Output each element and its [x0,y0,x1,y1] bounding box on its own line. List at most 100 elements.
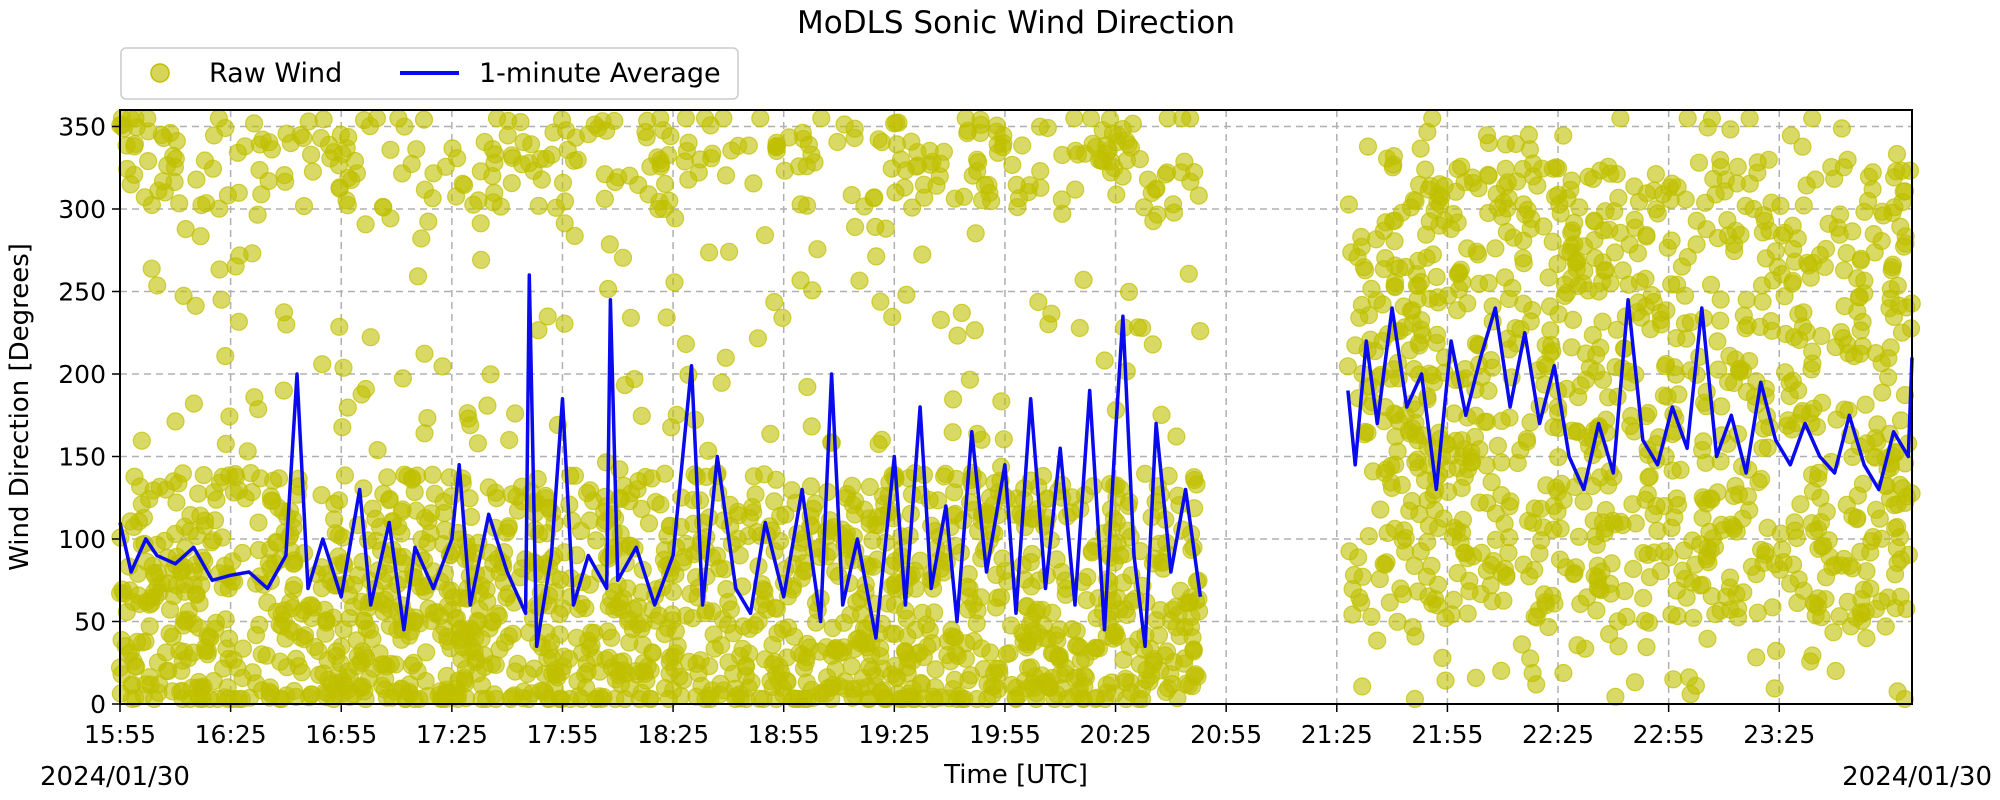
raw-wind-point [654,121,673,140]
raw-wind-point [711,674,730,693]
raw-wind-point [1343,579,1362,599]
raw-wind-point [1119,135,1138,154]
raw-wind-point [1074,270,1093,289]
raw-wind-point [1772,540,1792,559]
raw-wind-point [1017,597,1036,617]
raw-wind-point [615,376,635,395]
raw-wind-point [1427,333,1446,352]
raw-wind-point [243,244,262,263]
raw-wind-point [1100,109,1120,129]
raw-wind-point [373,676,392,695]
raw-wind-point [1789,305,1808,324]
raw-wind-point [142,259,161,278]
raw-wind-point [679,133,698,152]
raw-wind-point [967,614,986,633]
raw-wind-point [338,398,357,417]
raw-wind-point [1151,485,1170,504]
raw-wind-point [1619,275,1638,294]
raw-wind-point [1638,484,1657,504]
raw-wind-point [1157,163,1177,182]
raw-wind-point [1428,575,1448,594]
raw-wind-point [1458,239,1477,258]
raw-wind-point [748,329,768,348]
raw-wind-point [1609,188,1628,207]
raw-wind-point [558,140,577,159]
raw-wind-point [657,308,676,327]
raw-wind-point [1446,182,1466,201]
raw-wind-point [672,488,691,507]
raw-wind-point [1585,248,1605,267]
raw-wind-point [238,442,257,461]
raw-wind-point [1388,612,1407,631]
raw-wind-point [931,310,951,329]
raw-wind-point [1527,675,1546,694]
raw-wind-point [314,110,333,129]
raw-wind-point [1593,312,1612,331]
raw-wind-point [302,145,321,164]
raw-wind-point [250,615,269,634]
raw-wind-point [1554,663,1573,683]
raw-wind-point [1662,605,1681,624]
raw-wind-point [925,603,944,622]
raw-wind-point [665,273,684,292]
raw-wind-point [943,423,962,442]
raw-wind-point [1424,485,1443,505]
raw-wind-point [1864,447,1883,466]
raw-wind-point [1428,288,1448,307]
raw-wind-point [418,409,437,428]
y-tick-label: 150 [58,443,106,472]
raw-wind-point [325,494,344,513]
raw-wind-point [1448,213,1467,232]
raw-wind-point [1525,499,1544,518]
raw-wind-point [352,385,371,404]
raw-wind-point [334,358,353,377]
raw-wind-point [191,227,210,246]
raw-wind-point [1454,440,1473,459]
raw-wind-point [285,576,304,595]
raw-wind-point [739,678,758,697]
raw-wind-point [911,673,930,693]
raw-wind-point [1697,220,1716,239]
raw-wind-point [1599,624,1619,644]
raw-wind-point [1629,192,1649,211]
raw-wind-point [1893,479,1912,498]
raw-wind-point [329,547,348,566]
raw-wind-point [498,126,517,145]
raw-wind-point [773,308,792,327]
raw-wind-point [1651,310,1671,329]
raw-wind-point [620,166,639,185]
raw-wind-point [1514,231,1533,250]
raw-wind-point [927,176,946,195]
raw-wind-point [1728,608,1748,627]
raw-wind-point [1056,658,1075,678]
raw-wind-point [1039,677,1058,696]
raw-wind-point [1600,220,1619,239]
raw-wind-point [1418,122,1437,142]
raw-wind-point [186,296,205,315]
raw-wind-point [1718,372,1738,392]
raw-wind-point [1436,608,1455,628]
raw-wind-point [1163,195,1183,214]
raw-wind-point [338,680,357,700]
raw-wind-point [845,119,864,138]
raw-wind-point [1114,650,1133,669]
raw-wind-point [1793,137,1812,156]
x-tick-label: 21:25 [1301,720,1373,749]
raw-wind-point [576,678,596,697]
y-axis-title: Wind Direction [Degrees] [5,243,35,571]
raw-wind-point [850,271,869,290]
raw-wind-point [1803,646,1822,665]
raw-wind-point [1609,637,1628,656]
raw-wind-point [249,513,268,532]
raw-wind-point [1655,542,1674,561]
raw-wind-point [277,315,296,334]
raw-wind-point [524,659,544,678]
raw-wind-point [898,627,917,646]
raw-wind-point [632,499,651,518]
raw-wind-point [555,314,574,333]
raw-wind-point [1024,632,1044,651]
raw-wind-point [1374,221,1394,240]
raw-wind-point [1718,211,1737,230]
raw-wind-point [1599,476,1618,495]
raw-wind-point [126,657,145,676]
